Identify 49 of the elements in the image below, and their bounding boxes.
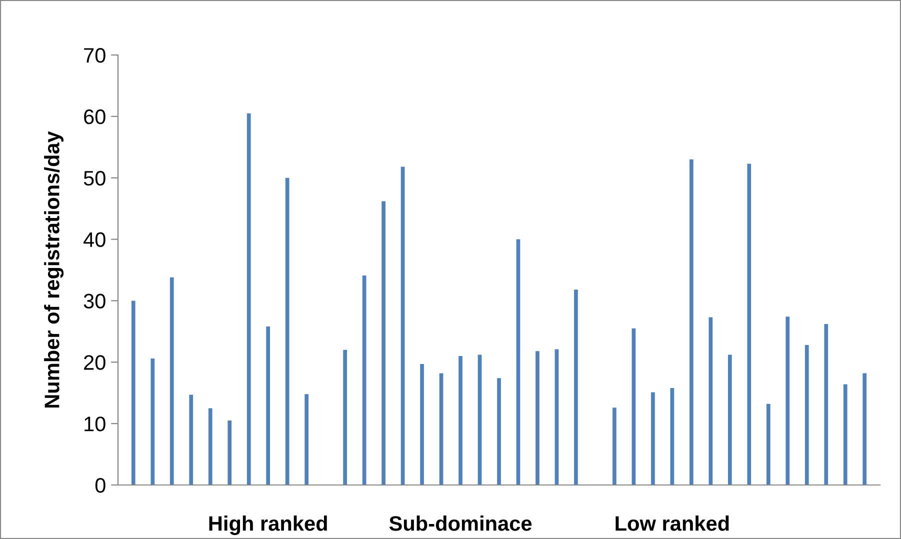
bar [170, 277, 174, 485]
bar [285, 178, 290, 485]
bar [862, 373, 867, 485]
bar [574, 290, 578, 485]
bar [612, 408, 616, 485]
bar [804, 344, 809, 485]
bar [651, 392, 655, 485]
bar [420, 364, 424, 485]
bar [478, 354, 482, 485]
bar [843, 384, 848, 485]
bar [516, 239, 520, 485]
bar [208, 408, 212, 485]
y-tick-label: 0 [95, 478, 106, 493]
x-tick-label: High ranked [209, 516, 327, 536]
y-tick-label: 40 [84, 232, 106, 248]
bar [728, 354, 732, 485]
y-tick-label: 20 [84, 355, 106, 370]
y-axis-title: Number of registrations/day [44, 131, 64, 408]
bar [497, 378, 501, 485]
y-tick-label: 50 [84, 170, 106, 186]
bar [536, 351, 540, 485]
bar [400, 166, 405, 485]
bar [690, 159, 694, 485]
bar [824, 324, 828, 485]
bar [343, 350, 347, 485]
bar [131, 300, 136, 485]
bar [747, 164, 752, 485]
bar [554, 349, 559, 485]
bar [189, 394, 194, 485]
bar [382, 201, 386, 485]
y-tick-label: 30 [84, 294, 106, 308]
bar [150, 358, 155, 485]
bar [362, 276, 366, 485]
y-tick-label: 10 [84, 416, 106, 432]
bar [786, 316, 790, 485]
x-tick-label: Low ranked [616, 516, 729, 531]
bar [246, 113, 251, 485]
bar [670, 388, 674, 485]
bar [708, 317, 713, 485]
bar [766, 404, 770, 485]
x-tick-label: Sub-dominace [389, 516, 532, 531]
bar [458, 356, 462, 485]
y-tick-label: 70 [84, 48, 106, 63]
y-tick-label: 60 [84, 109, 106, 124]
bar [266, 326, 270, 485]
bar [632, 328, 636, 485]
bar [439, 373, 444, 485]
bar [228, 420, 232, 485]
bar [304, 394, 308, 485]
